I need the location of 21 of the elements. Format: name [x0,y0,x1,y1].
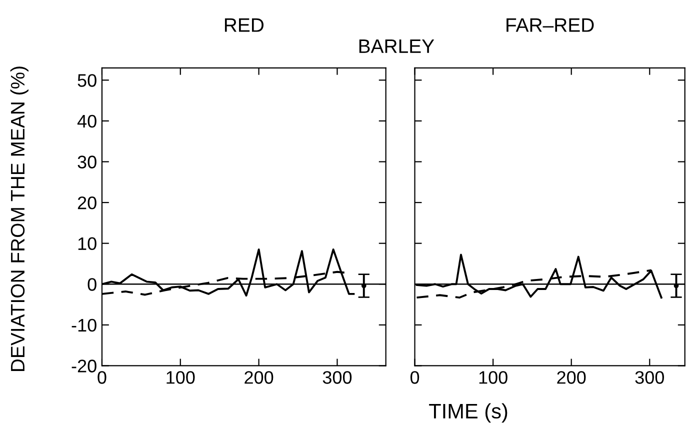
y-tick-label: -10 [72,318,96,332]
x-tick-label: 0 [410,371,420,384]
y-tick-label: 50 [78,74,96,87]
y-tick-label: -20 [72,360,96,372]
y-axis-title: DEVIATION FROM THE MEAN (%) [10,66,28,371]
y-tick-label: 40 [77,114,96,128]
y-tick-label: 30 [78,156,96,168]
y-tick-label: 0 [88,278,96,291]
x-tick-label: 100 [479,371,508,384]
y-tick-label: 20 [78,196,96,210]
x-tick-label: 200 [244,371,274,384]
x-axis-title: TIME (s) [429,403,508,423]
text: BARLEY [359,40,434,53]
x-tick-label: 100 [166,371,195,384]
x-tick-label: 0 [98,371,106,384]
chart-title: FAR–RED [506,18,594,32]
chart-title: RED [224,18,264,32]
x-tick-label: 200 [557,371,586,384]
x-tick-label: 300 [635,371,664,384]
x-tick-label: 300 [322,371,352,384]
y-tick-label: 10 [78,237,96,250]
